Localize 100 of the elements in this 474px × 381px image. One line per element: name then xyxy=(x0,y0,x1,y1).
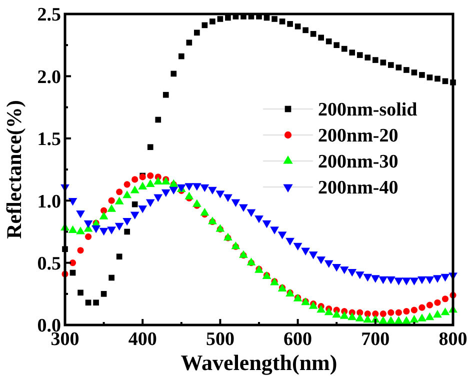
point xyxy=(433,310,442,318)
point xyxy=(301,248,310,256)
point xyxy=(308,252,318,260)
point xyxy=(326,38,332,44)
point xyxy=(231,199,240,207)
y-tick-label: 1.0 xyxy=(37,191,61,212)
legend-label: 200nm-20 xyxy=(318,126,398,147)
point xyxy=(124,181,130,188)
point xyxy=(316,304,326,313)
point xyxy=(146,179,155,187)
point xyxy=(356,309,364,316)
point xyxy=(108,274,114,281)
point xyxy=(348,312,357,320)
point xyxy=(84,233,92,240)
point xyxy=(132,201,138,208)
x-tick-label: 800 xyxy=(438,329,468,350)
point xyxy=(114,222,124,231)
point xyxy=(388,309,394,316)
point xyxy=(100,290,107,297)
y-tick-label: 0.5 xyxy=(37,253,61,274)
point xyxy=(348,268,357,277)
point xyxy=(324,260,334,268)
point xyxy=(130,212,140,220)
point xyxy=(426,302,434,308)
point xyxy=(146,199,155,207)
point xyxy=(372,310,379,318)
point xyxy=(108,197,115,204)
point xyxy=(363,314,372,323)
y-axis-title: Reflectance(%) xyxy=(2,100,26,239)
point xyxy=(278,232,287,240)
point xyxy=(355,314,364,322)
point xyxy=(286,238,294,246)
point xyxy=(363,274,372,282)
point xyxy=(122,218,132,226)
point xyxy=(200,184,210,192)
point xyxy=(324,307,334,316)
x-tick-label: 700 xyxy=(361,329,390,350)
point xyxy=(217,16,224,22)
point xyxy=(404,67,410,73)
point xyxy=(349,50,356,56)
point xyxy=(334,42,340,48)
point xyxy=(170,70,177,77)
point xyxy=(194,30,200,36)
point xyxy=(410,278,419,286)
point xyxy=(386,316,396,324)
point xyxy=(378,316,388,324)
point xyxy=(184,183,194,191)
point xyxy=(425,276,434,284)
point xyxy=(216,190,225,198)
point xyxy=(364,54,371,60)
point xyxy=(192,183,202,191)
x-tick-label: 400 xyxy=(128,329,157,350)
point xyxy=(76,226,85,234)
point xyxy=(318,34,324,41)
point xyxy=(116,188,123,196)
point xyxy=(208,186,217,195)
point xyxy=(340,311,349,319)
point xyxy=(161,189,170,198)
point xyxy=(68,198,78,206)
point xyxy=(186,40,192,46)
legend-label: 200nm-30 xyxy=(318,152,398,173)
point xyxy=(147,172,154,180)
point xyxy=(395,309,402,316)
point xyxy=(77,247,84,254)
point xyxy=(302,27,308,34)
point xyxy=(394,316,404,324)
y-tick-label: 2.5 xyxy=(37,4,61,26)
point xyxy=(192,199,202,207)
point xyxy=(411,70,418,76)
point xyxy=(341,46,348,52)
point xyxy=(293,242,302,250)
legend-label: 200nm-solid xyxy=(318,100,418,121)
point xyxy=(418,304,426,311)
point xyxy=(425,312,434,320)
point xyxy=(122,190,132,198)
point xyxy=(418,276,426,284)
point xyxy=(372,57,378,63)
point xyxy=(246,209,256,217)
point xyxy=(84,220,93,228)
x-axis-title: Wavelength(nm) xyxy=(180,350,338,375)
point xyxy=(154,176,163,184)
point xyxy=(440,307,450,316)
point xyxy=(364,310,371,318)
point xyxy=(386,276,396,284)
point xyxy=(155,116,162,123)
point xyxy=(434,76,440,82)
point xyxy=(340,266,349,274)
point xyxy=(154,194,163,202)
point xyxy=(76,210,85,218)
point xyxy=(294,24,301,30)
point xyxy=(410,314,419,323)
point xyxy=(316,256,326,264)
point xyxy=(93,300,99,306)
point xyxy=(442,296,449,302)
point xyxy=(147,144,154,150)
point xyxy=(402,316,411,324)
point xyxy=(356,52,363,58)
y-tick-label: 2.0 xyxy=(37,66,61,88)
point xyxy=(402,278,411,286)
point xyxy=(419,72,425,78)
